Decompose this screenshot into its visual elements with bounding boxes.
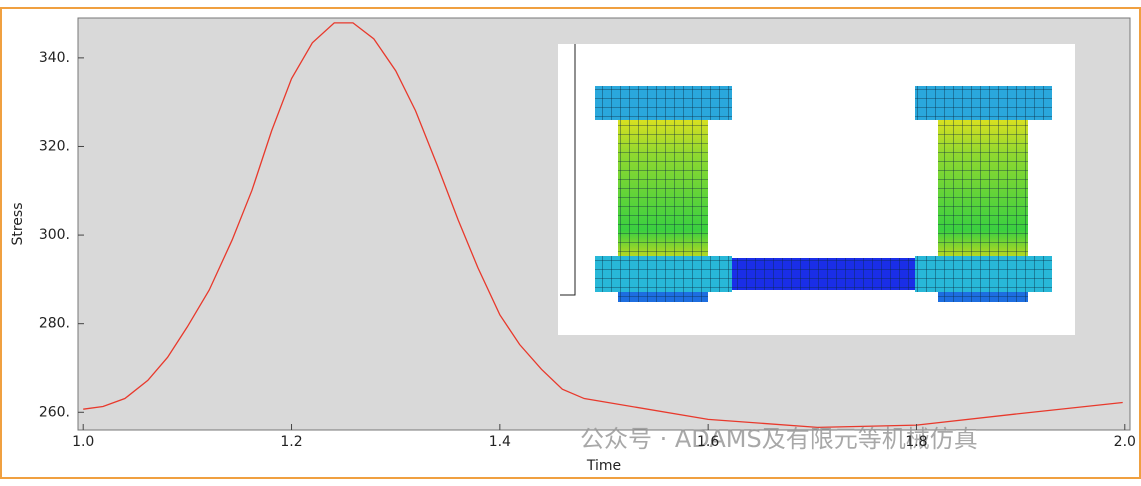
frame <box>0 7 1141 479</box>
x-tick-label: 1.8 <box>905 434 927 450</box>
x-axis-label: Time <box>586 458 621 474</box>
x-tick-label: 1.0 <box>72 434 94 450</box>
y-tick-label: 320. <box>39 138 70 154</box>
x-tick-label: 2.0 <box>1114 434 1136 450</box>
y-tick-label: 340. <box>39 50 70 66</box>
x-tick-label: 1.6 <box>697 434 719 450</box>
y-tick-label: 280. <box>39 316 70 332</box>
watermark: 公众号 · ADAMS及有限元等机械仿真 <box>580 425 978 453</box>
x-tick-label: 1.2 <box>280 434 302 450</box>
line <box>83 22 1123 428</box>
inset-render <box>558 44 1075 335</box>
y-tick-label: 300. <box>39 227 70 243</box>
y-tick-label: 260. <box>39 404 70 420</box>
x-tick-label: 1.4 <box>489 434 511 450</box>
y-axis-label: Stress <box>10 202 26 245</box>
